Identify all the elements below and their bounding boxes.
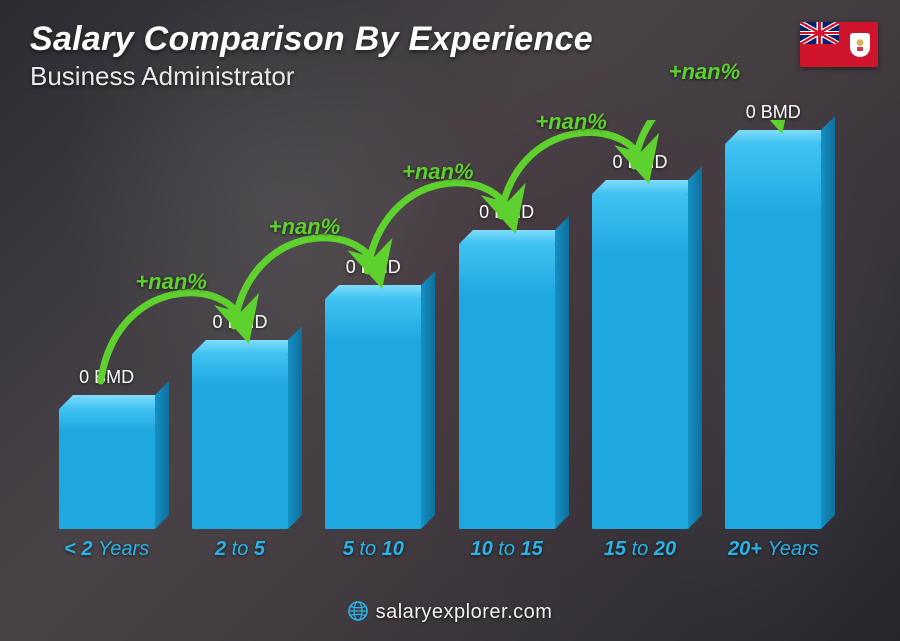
bar-front-face bbox=[725, 144, 821, 529]
flag-coat-of-arms bbox=[850, 33, 870, 57]
infographic-canvas: Salary Comparison By Experience Business… bbox=[0, 0, 900, 641]
bar: 0 BMD bbox=[59, 409, 155, 529]
bar-front-face bbox=[59, 409, 155, 529]
bar: 0 BMD bbox=[325, 299, 421, 529]
bermuda-flag-icon bbox=[800, 22, 878, 67]
growth-percent-label: +nan% bbox=[402, 159, 474, 185]
chart-subtitle: Business Administrator bbox=[30, 61, 593, 92]
footer-text: salaryexplorer.com bbox=[376, 601, 553, 623]
growth-percent-label: +nan% bbox=[669, 59, 741, 85]
x-axis: < 2 Years2 to 55 to 1010 to 1515 to 2020… bbox=[40, 538, 840, 561]
bar-top-face bbox=[325, 285, 435, 299]
bar-front-face bbox=[325, 299, 421, 529]
globe-icon bbox=[348, 601, 368, 627]
x-axis-label: 5 to 10 bbox=[307, 538, 440, 561]
bar-side-face bbox=[688, 166, 702, 529]
bars-container: 0 BMD 0 BMD 0 BMD 0 BMD 0 BMD 0 BMD bbox=[40, 129, 840, 529]
bar-slot: 0 BMD bbox=[40, 129, 173, 529]
bar-slot: 0 BMD bbox=[707, 129, 840, 529]
x-axis-label: 20+ Years bbox=[707, 538, 840, 561]
x-axis-label: 10 to 15 bbox=[440, 538, 573, 561]
growth-percent-label: +nan% bbox=[135, 269, 207, 295]
x-axis-label: 15 to 20 bbox=[573, 538, 706, 561]
bar-top-face bbox=[59, 395, 169, 409]
bar-value-label: 0 BMD bbox=[570, 152, 710, 173]
bar-front-face bbox=[592, 194, 688, 529]
bar: 0 BMD bbox=[592, 194, 688, 529]
bar-slot: 0 BMD bbox=[573, 129, 706, 529]
growth-percent-label: +nan% bbox=[269, 214, 341, 240]
x-axis-label: 2 to 5 bbox=[173, 538, 306, 561]
bar-front-face bbox=[459, 244, 555, 529]
bar-top-face bbox=[192, 340, 302, 354]
bar-slot: 0 BMD bbox=[440, 129, 573, 529]
bar-top-face bbox=[459, 230, 569, 244]
bar-value-label: 0 BMD bbox=[170, 312, 310, 333]
bar-side-face bbox=[555, 216, 569, 529]
bar-front-face bbox=[192, 354, 288, 529]
bar-value-label: 0 BMD bbox=[37, 367, 177, 388]
x-axis-label: < 2 Years bbox=[40, 538, 173, 561]
bar-top-face bbox=[592, 180, 702, 194]
bar-value-label: 0 BMD bbox=[437, 202, 577, 223]
bar: 0 BMD bbox=[459, 244, 555, 529]
bar-side-face bbox=[288, 326, 302, 529]
bar-top-face bbox=[725, 130, 835, 144]
union-jack-canton bbox=[800, 22, 839, 44]
footer: salaryexplorer.com bbox=[0, 601, 900, 627]
growth-percent-label: +nan% bbox=[535, 109, 607, 135]
bar-slot: 0 BMD bbox=[173, 129, 306, 529]
bar-side-face bbox=[155, 381, 169, 529]
title-block: Salary Comparison By Experience Business… bbox=[30, 20, 593, 92]
bar-side-face bbox=[421, 271, 435, 529]
bar-value-label: 0 BMD bbox=[703, 102, 843, 123]
chart-title: Salary Comparison By Experience bbox=[30, 20, 593, 59]
bar-chart: 0 BMD 0 BMD 0 BMD 0 BMD 0 BMD 0 BMD < 2 Years… bbox=[40, 120, 840, 561]
bar-slot: 0 BMD bbox=[307, 129, 440, 529]
bar-value-label: 0 BMD bbox=[303, 257, 443, 278]
bar: 0 BMD bbox=[725, 144, 821, 529]
bar: 0 BMD bbox=[192, 354, 288, 529]
bar-side-face bbox=[821, 116, 835, 529]
